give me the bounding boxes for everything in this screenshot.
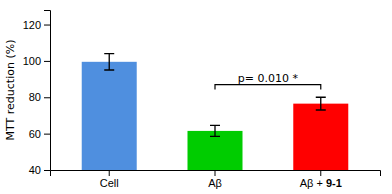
x-tick-label: Aβ xyxy=(208,177,222,189)
y-axis-title: MTT reduction (%) xyxy=(4,40,17,141)
y-tick: 100 xyxy=(23,55,50,67)
y-tick-mark xyxy=(44,97,50,98)
x-tick-mark xyxy=(320,170,321,176)
y-tick-label: 60 xyxy=(29,128,41,140)
y-tick-label: 100 xyxy=(23,55,41,67)
y-tick-mark xyxy=(44,61,50,62)
x-axis-line xyxy=(51,171,381,177)
x-axis: Cell Aβ Aβ + 9-1 xyxy=(51,170,381,189)
bar xyxy=(293,104,348,170)
error-bar-path xyxy=(210,125,220,136)
significance-text: p= 0.010 * xyxy=(238,72,299,85)
y-tick-label: 80 xyxy=(29,91,41,103)
y-tick-mark xyxy=(44,25,50,26)
x-tick: Cell xyxy=(100,170,119,189)
y-tick-label: 40 xyxy=(29,164,41,176)
bar xyxy=(82,62,137,170)
y-axis-line xyxy=(44,11,51,171)
y-axis: 40 60 80 100 120 xyxy=(23,11,51,177)
y-tick-mark xyxy=(44,134,50,135)
y-tick: 60 xyxy=(29,128,50,140)
y-tick-mark xyxy=(44,170,50,171)
y-tick: 40 xyxy=(29,164,50,176)
y-tick-label: 120 xyxy=(23,19,41,31)
y-tick: 80 xyxy=(29,91,50,103)
x-tick-label: Cell xyxy=(100,177,119,189)
error-bar xyxy=(104,54,114,70)
x-tick-mark xyxy=(215,170,216,176)
plot: 40 60 80 100 120 Cell Aβ Aβ + 9-1 MTT reduction … xyxy=(4,11,381,189)
y-tick: 120 xyxy=(23,19,50,31)
error-bar-path xyxy=(104,54,114,70)
significance-bracket xyxy=(215,85,321,90)
chart: 40 60 80 100 120 Cell Aβ Aβ + 9-1 MTT reduction … xyxy=(0,0,392,194)
error-bar-path xyxy=(316,97,326,110)
x-tick-label: Aβ + 9-1 xyxy=(300,177,342,189)
x-tick-mark xyxy=(109,170,110,176)
error-bar xyxy=(210,125,220,136)
error-bar xyxy=(316,97,326,110)
marks xyxy=(82,54,349,170)
x-tick: Aβ + 9-1 xyxy=(300,170,342,189)
x-tick: Aβ xyxy=(208,170,222,189)
